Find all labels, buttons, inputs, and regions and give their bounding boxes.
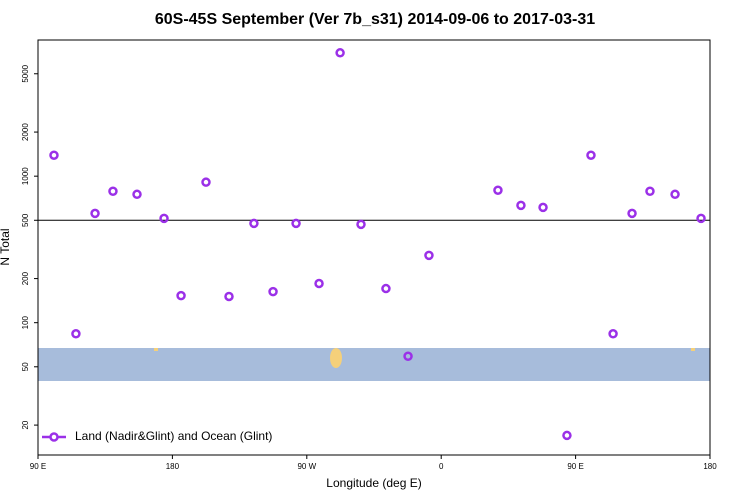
x-tick-label: 90 E	[567, 462, 583, 471]
point	[381, 283, 391, 294]
point	[132, 189, 142, 200]
point	[608, 329, 618, 339]
point	[424, 250, 434, 261]
x-tick-label: 180	[703, 462, 717, 471]
point	[176, 290, 186, 301]
point	[627, 208, 637, 219]
point	[696, 213, 706, 224]
point	[403, 351, 413, 362]
point	[562, 430, 572, 441]
y-tick-label: 2000	[21, 123, 30, 141]
y-tick-label: 50	[21, 362, 30, 371]
land-patch	[330, 348, 342, 368]
point	[224, 291, 234, 302]
y-tick-label: 100	[21, 315, 30, 329]
legend-label: Land (Nadir&Glint) and Ocean (Glint)	[75, 429, 272, 443]
point	[493, 185, 503, 195]
point	[90, 208, 100, 219]
x-tick-label: 90 W	[297, 462, 316, 471]
plot-frame	[37, 39, 711, 456]
x-axis-label: Longitude (deg E)	[326, 476, 421, 490]
land-patch	[154, 348, 158, 351]
point	[291, 218, 301, 229]
point	[201, 177, 211, 187]
point	[49, 150, 59, 160]
point	[645, 186, 655, 197]
y-tick-label: 500	[21, 213, 30, 227]
point	[356, 219, 366, 230]
x-tick-label: 0	[439, 462, 444, 471]
y-tick-label: 5000	[21, 64, 30, 82]
point	[538, 202, 548, 213]
point	[586, 150, 596, 160]
point	[108, 186, 118, 197]
y-tick-label: 20	[21, 420, 30, 429]
y-axis-label: N Total	[0, 228, 12, 265]
land-patch	[691, 348, 695, 351]
point	[670, 189, 680, 200]
point	[159, 213, 169, 224]
ocean-band	[38, 348, 710, 381]
y-tick-label: 200	[21, 271, 30, 285]
point	[249, 218, 259, 229]
legend-marker	[49, 432, 59, 442]
point	[516, 200, 526, 211]
x-tick-label: 180	[166, 462, 180, 471]
point	[314, 278, 324, 289]
point	[71, 329, 81, 339]
chart-title: 60S-45S September (Ver 7b_s31) 2014-09-0…	[155, 11, 595, 28]
point	[335, 48, 345, 58]
y-tick-label: 1000	[21, 167, 30, 185]
x-tick-label: 90 E	[30, 462, 46, 471]
point	[268, 286, 278, 297]
